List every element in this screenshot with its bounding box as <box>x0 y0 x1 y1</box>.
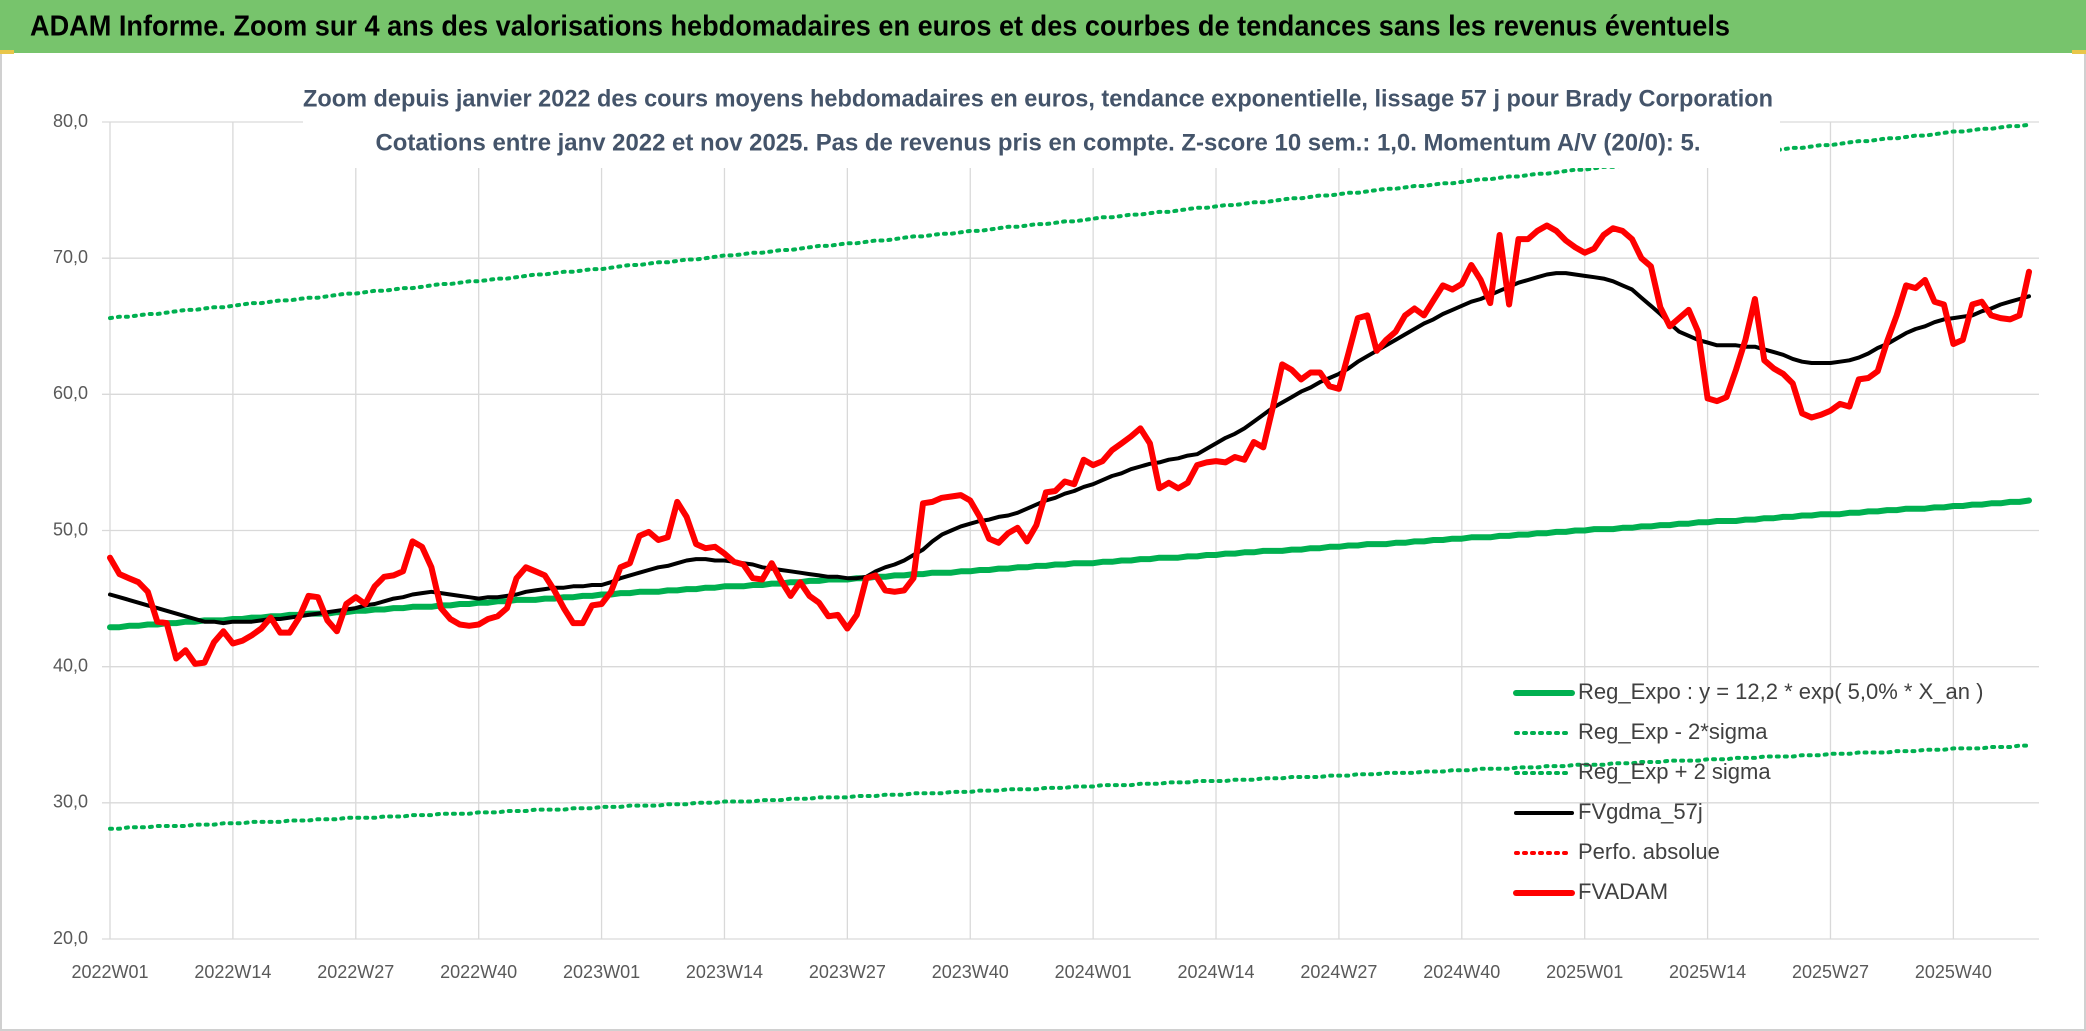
series-line <box>108 743 2031 831</box>
x-tick-label: 2025W01 <box>1546 962 1623 982</box>
chart-title: ADAM Informe. Zoom sur 4 ans des valoris… <box>30 11 1730 43</box>
x-tick-label: 2025W27 <box>1792 962 1869 982</box>
x-tick-label: 2023W14 <box>686 962 763 982</box>
x-tick-label: 2022W40 <box>440 962 517 982</box>
legend-label: FVADAM <box>1578 879 1668 904</box>
x-tick-label: 2022W27 <box>317 962 394 982</box>
x-tick-label: 2023W01 <box>563 962 640 982</box>
corner <box>2072 50 2086 54</box>
x-tick-label: 2023W27 <box>809 962 886 982</box>
x-tick-label: 2022W14 <box>194 962 271 982</box>
plot-area: 20,0 30,0 40,0 50,0 60,0 70,0 80,0 2022W01 2022W… <box>53 111 2039 982</box>
legend-label: Reg_Expo : y = 12,2 * exp( 5,0% * X_an ) <box>1578 679 1983 704</box>
x-tick-label: 2024W14 <box>1177 962 1254 982</box>
y-tick-label: 70,0 <box>53 247 88 267</box>
x-tick-label: 2024W27 <box>1300 962 1377 982</box>
series-line <box>108 271 2031 626</box>
y-tick-label: 40,0 <box>53 655 88 675</box>
x-tick-label: 2025W14 <box>1669 962 1746 982</box>
subtitle: Cotations entre janv 2022 et nov 2025. P… <box>376 129 1701 156</box>
series-line <box>107 497 2032 631</box>
legend-label: Perfo. absolue <box>1578 839 1720 864</box>
y-tick-label: 20,0 <box>53 928 88 948</box>
y-tick-label: 60,0 <box>53 383 88 403</box>
legend-label: FVgdma_57j <box>1578 799 1703 824</box>
legend-label: Reg_Exp + 2 sigma <box>1578 759 1771 784</box>
y-tick-label: 80,0 <box>53 111 88 131</box>
legend-label: Reg_Exp - 2*sigma <box>1578 719 1768 744</box>
x-tick-label: 2022W01 <box>71 962 148 982</box>
subtitle-box <box>303 78 1780 168</box>
x-tick-label: 2025W40 <box>1915 962 1992 982</box>
title-bar <box>0 0 2086 53</box>
y-tick-label: 50,0 <box>53 519 88 539</box>
x-tick-label: 2024W01 <box>1055 962 1132 982</box>
subtitle: Zoom depuis janvier 2022 des cours moyen… <box>303 85 1773 112</box>
y-tick-label: 30,0 <box>53 792 88 812</box>
x-tick-label: 2024W40 <box>1423 962 1500 982</box>
x-tick-label: 2023W40 <box>932 962 1009 982</box>
corner <box>0 50 14 54</box>
series-line <box>107 222 2032 667</box>
